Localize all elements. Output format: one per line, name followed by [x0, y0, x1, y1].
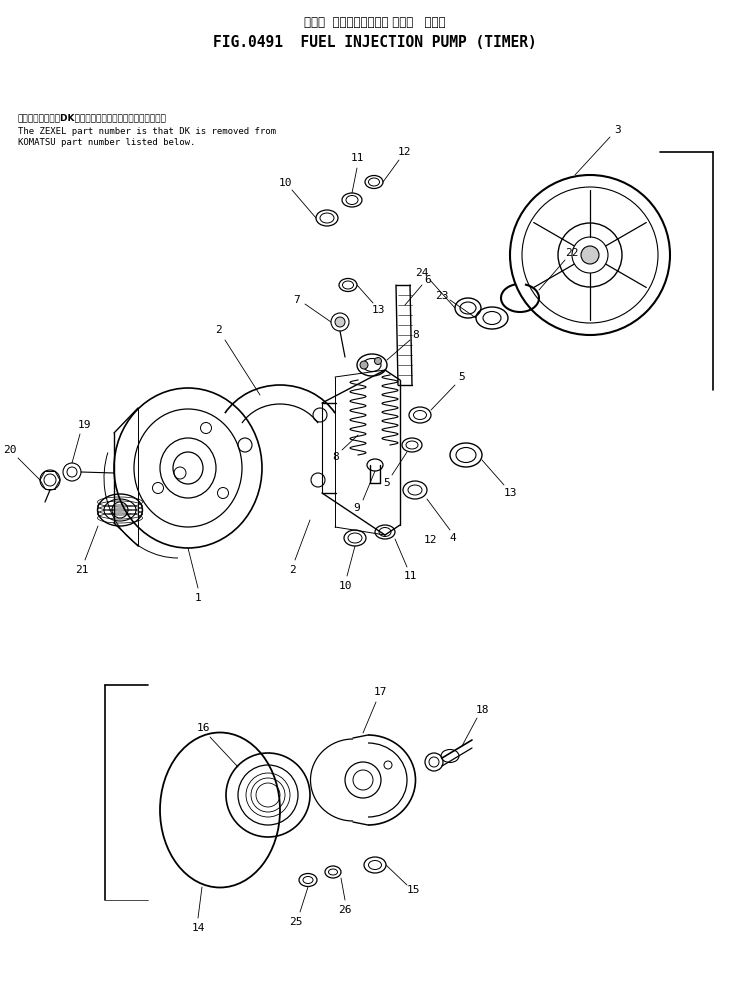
- Text: 24: 24: [415, 268, 429, 278]
- Text: 4: 4: [450, 533, 456, 543]
- Text: 15: 15: [406, 885, 419, 895]
- Text: 11: 11: [403, 571, 416, 581]
- Text: 7: 7: [293, 295, 300, 305]
- Text: 6: 6: [425, 275, 431, 285]
- Text: 26: 26: [338, 905, 352, 915]
- Text: 19: 19: [77, 420, 90, 430]
- Text: 23: 23: [435, 291, 449, 301]
- Text: 14: 14: [191, 923, 205, 933]
- Text: 17: 17: [373, 687, 387, 697]
- Text: 5: 5: [384, 478, 391, 488]
- Circle shape: [360, 361, 368, 369]
- Text: 品番のメーカ記号DKを除いたものがゼクセルの品番です。: 品番のメーカ記号DKを除いたものがゼクセルの品番です。: [18, 114, 167, 123]
- Text: 18: 18: [475, 705, 489, 715]
- Text: 3: 3: [614, 125, 622, 135]
- Circle shape: [374, 357, 382, 364]
- Text: 13: 13: [503, 488, 516, 498]
- Text: 16: 16: [196, 723, 210, 733]
- Text: 10: 10: [279, 178, 292, 188]
- Text: 11: 11: [350, 153, 364, 163]
- Text: 2: 2: [289, 565, 296, 575]
- Text: The ZEXEL part number is that DK is removed from: The ZEXEL part number is that DK is remo…: [18, 127, 276, 136]
- Text: 12: 12: [397, 147, 411, 157]
- Text: 21: 21: [76, 565, 89, 575]
- Text: KOMATSU part number listed below.: KOMATSU part number listed below.: [18, 137, 196, 146]
- Circle shape: [335, 317, 345, 327]
- Circle shape: [581, 246, 599, 264]
- Text: 20: 20: [3, 445, 17, 455]
- Text: フェル  インジェクション ポンプ   タイマ: フェル インジェクション ポンプ タイマ: [305, 16, 446, 28]
- Text: 25: 25: [289, 917, 303, 927]
- Text: 10: 10: [338, 581, 352, 591]
- Text: FIG.0491  FUEL INJECTION PUMP (TIMER): FIG.0491 FUEL INJECTION PUMP (TIMER): [213, 34, 537, 49]
- Text: 12: 12: [423, 535, 436, 545]
- Text: 8: 8: [333, 452, 339, 462]
- Text: 9: 9: [353, 503, 360, 513]
- Text: 13: 13: [371, 305, 385, 315]
- Text: 8: 8: [413, 330, 419, 340]
- Text: 22: 22: [565, 248, 579, 258]
- Text: 5: 5: [459, 372, 465, 382]
- Text: 2: 2: [215, 325, 222, 335]
- Text: 1: 1: [195, 593, 202, 603]
